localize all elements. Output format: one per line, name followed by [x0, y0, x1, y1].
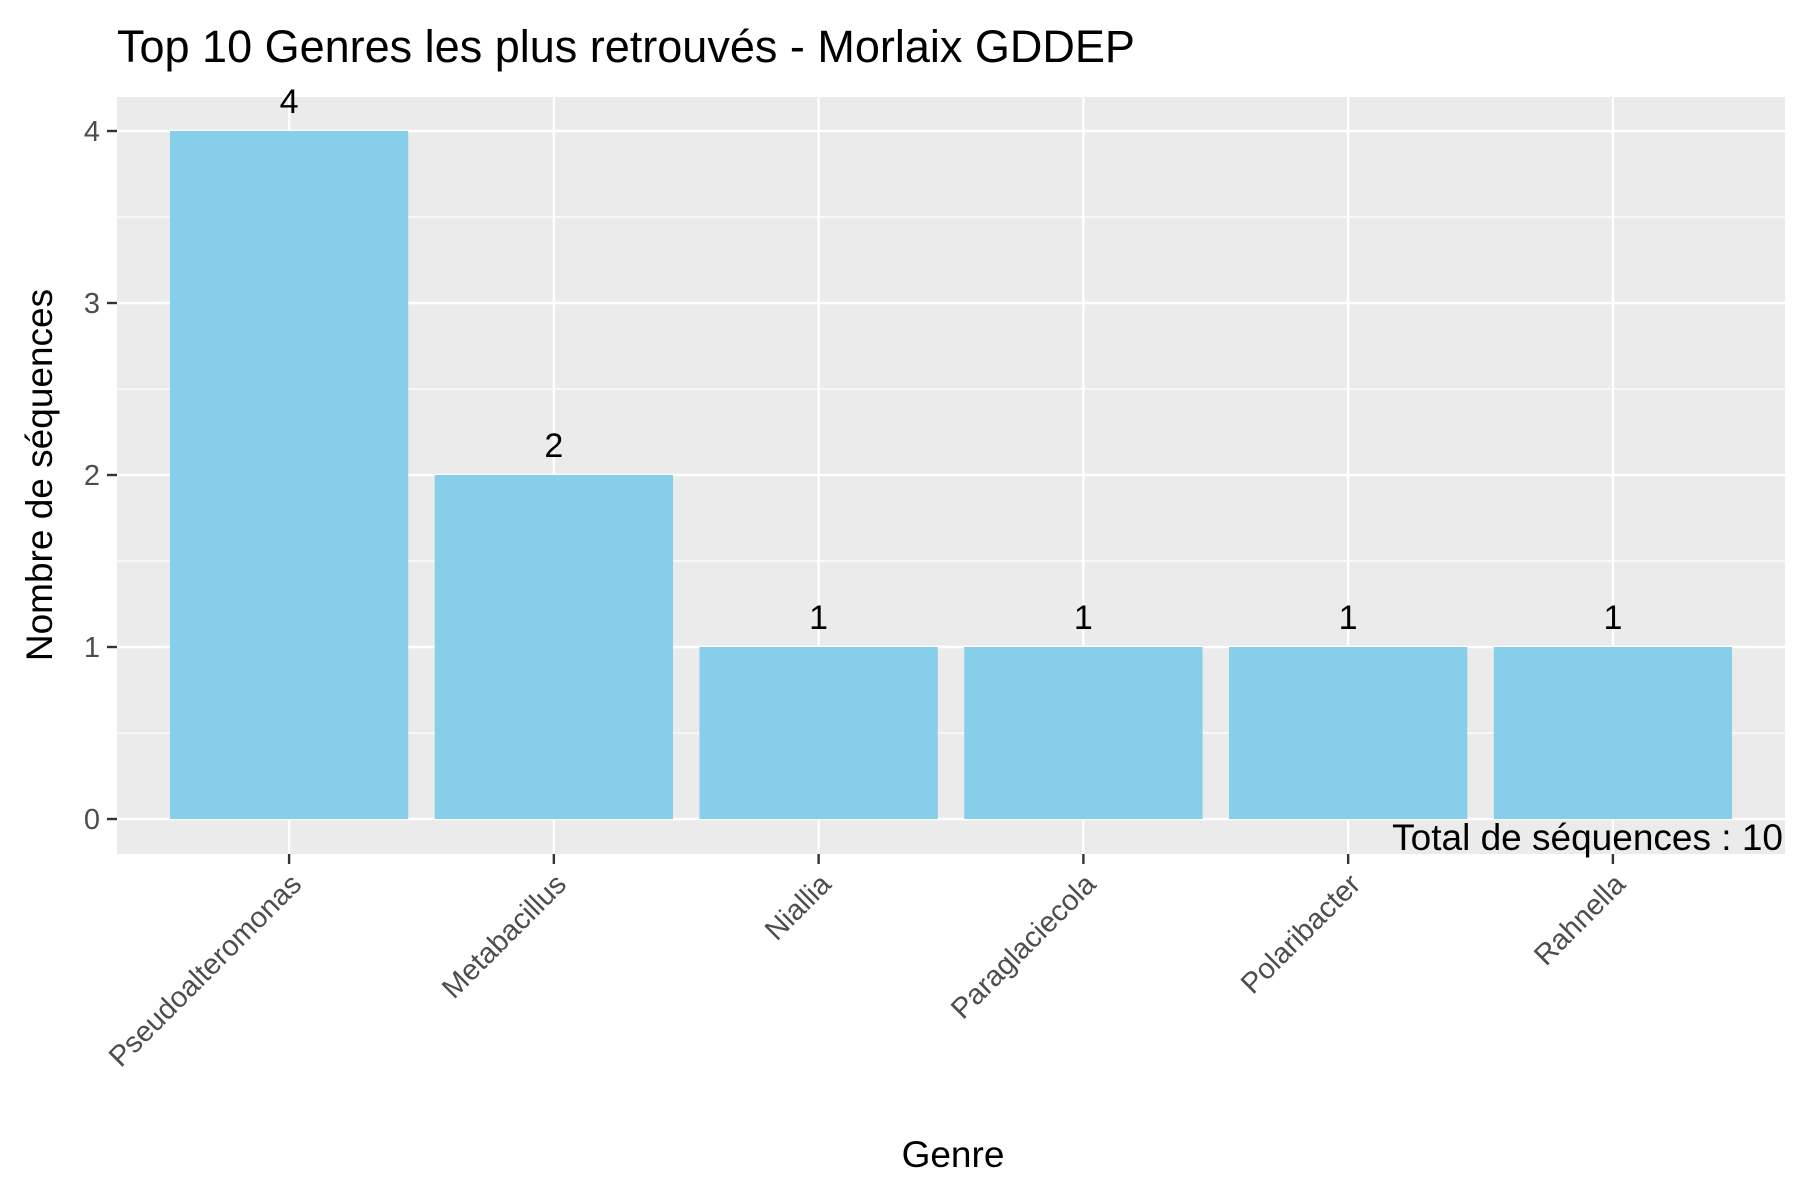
y-tick-label: 1 — [84, 632, 100, 664]
bar-polaribacter — [1229, 647, 1468, 819]
data-labels: 4 2 1 1 1 1 — [280, 83, 1623, 637]
y-tick-label: 0 — [84, 804, 100, 836]
bars — [169, 131, 1733, 819]
data-label: 2 — [544, 427, 563, 465]
total-annotation: Total de séquences : 10 — [1392, 817, 1783, 858]
x-tick-label: Pseudoalteromonas — [103, 868, 308, 1073]
chart-title: Top 10 Genres les plus retrouvés - Morla… — [117, 21, 1135, 72]
bar-rahnella — [1493, 647, 1733, 819]
x-tick-label: Niallia — [759, 868, 838, 947]
y-axis-title: Nombre de séquences — [19, 289, 60, 661]
x-axis: Pseudoalteromonas Metabacillus Niallia Para… — [103, 854, 1632, 1073]
bar-metabacillus — [434, 475, 673, 819]
y-tick-label: 4 — [84, 116, 100, 148]
data-label: 4 — [280, 83, 299, 121]
bar-pseudoalteromonas — [169, 131, 409, 819]
x-tick-label: Polaribacter — [1235, 868, 1367, 1000]
bar-paraglaciecola — [964, 647, 1203, 819]
x-tick-label: Rahnella — [1528, 868, 1632, 972]
y-axis: 0 1 2 3 4 — [84, 116, 117, 836]
x-tick-label: Paraglaciecola — [945, 868, 1103, 1026]
data-label: 1 — [809, 599, 828, 637]
data-label: 1 — [1074, 599, 1093, 637]
y-tick-label: 2 — [84, 460, 100, 492]
data-label: 1 — [1603, 599, 1622, 637]
data-label: 1 — [1339, 599, 1358, 637]
bar-niallia — [699, 647, 938, 819]
x-axis-title: Genre — [902, 1134, 1005, 1175]
x-tick-label: Metabacillus — [436, 868, 573, 1005]
y-tick-label: 3 — [84, 288, 100, 320]
